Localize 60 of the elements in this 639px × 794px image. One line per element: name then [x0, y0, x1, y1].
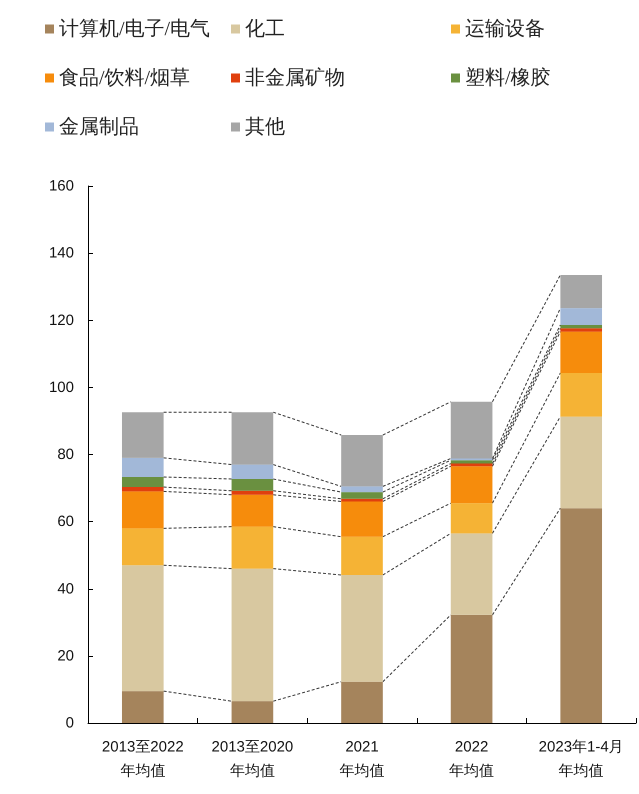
bar — [232, 526, 274, 569]
bar — [232, 490, 274, 495]
y-tick-label: 40 — [57, 580, 74, 598]
y-tick-label: 120 — [48, 312, 74, 329]
legend-label: 化工 — [245, 18, 285, 40]
y-tick-label: 60 — [57, 513, 74, 530]
bar — [232, 412, 274, 465]
legend-label: 计算机/电子/电气 — [59, 18, 210, 40]
y-tick-label: 100 — [48, 378, 74, 396]
bar — [560, 324, 602, 328]
bar — [122, 565, 164, 692]
bar — [560, 274, 602, 308]
legend-label: 食品/饮料/烟草 — [59, 67, 190, 89]
bar — [560, 308, 602, 325]
bar — [341, 492, 383, 499]
y-tick-label: 140 — [48, 244, 74, 262]
y-tick-label: 80 — [57, 446, 74, 463]
bar — [341, 536, 383, 575]
bar — [450, 464, 492, 466]
bar — [341, 682, 383, 723]
x-tick-label: 2022 年均值 — [449, 738, 494, 780]
bar — [232, 479, 274, 491]
bar — [450, 503, 492, 534]
bar — [341, 498, 383, 502]
y-tick-label: 0 — [66, 714, 74, 732]
bar — [122, 491, 164, 528]
bar — [341, 574, 383, 682]
bar — [560, 372, 602, 417]
x-tick-label: 2013至2022 年均值 — [102, 738, 184, 780]
bar — [232, 701, 274, 723]
bar — [450, 466, 492, 504]
bar — [450, 402, 492, 459]
x-tick-label: 2021 年均值 — [340, 738, 384, 780]
bar — [341, 486, 383, 492]
bar — [450, 460, 492, 464]
bar — [122, 412, 164, 458]
bar — [122, 458, 164, 477]
bar — [122, 691, 164, 723]
bar — [122, 528, 164, 566]
bar — [341, 435, 383, 486]
bar — [122, 476, 164, 488]
x-tick-label: 2023年1-4月年均值 — [538, 738, 624, 780]
bar — [122, 487, 164, 492]
y-tick-label: 20 — [57, 647, 74, 664]
bar — [450, 533, 492, 615]
bar — [341, 501, 383, 537]
bar — [560, 416, 602, 508]
bar — [560, 508, 602, 723]
bar — [232, 568, 274, 702]
y-tick-label: 160 — [48, 178, 74, 194]
bar — [560, 332, 602, 373]
legend-label: 金属制品 — [59, 116, 139, 138]
legend-label: 塑料/橡胶 — [465, 66, 551, 89]
x-tick-label: 2013至2020 年均值 — [212, 738, 294, 780]
bar — [232, 494, 274, 527]
legend-label: 运输设备 — [465, 18, 545, 40]
bar — [232, 464, 274, 479]
legend-label: 其他 — [245, 116, 285, 138]
legend-label: 非金属矿物 — [245, 67, 345, 89]
bar — [450, 614, 492, 723]
